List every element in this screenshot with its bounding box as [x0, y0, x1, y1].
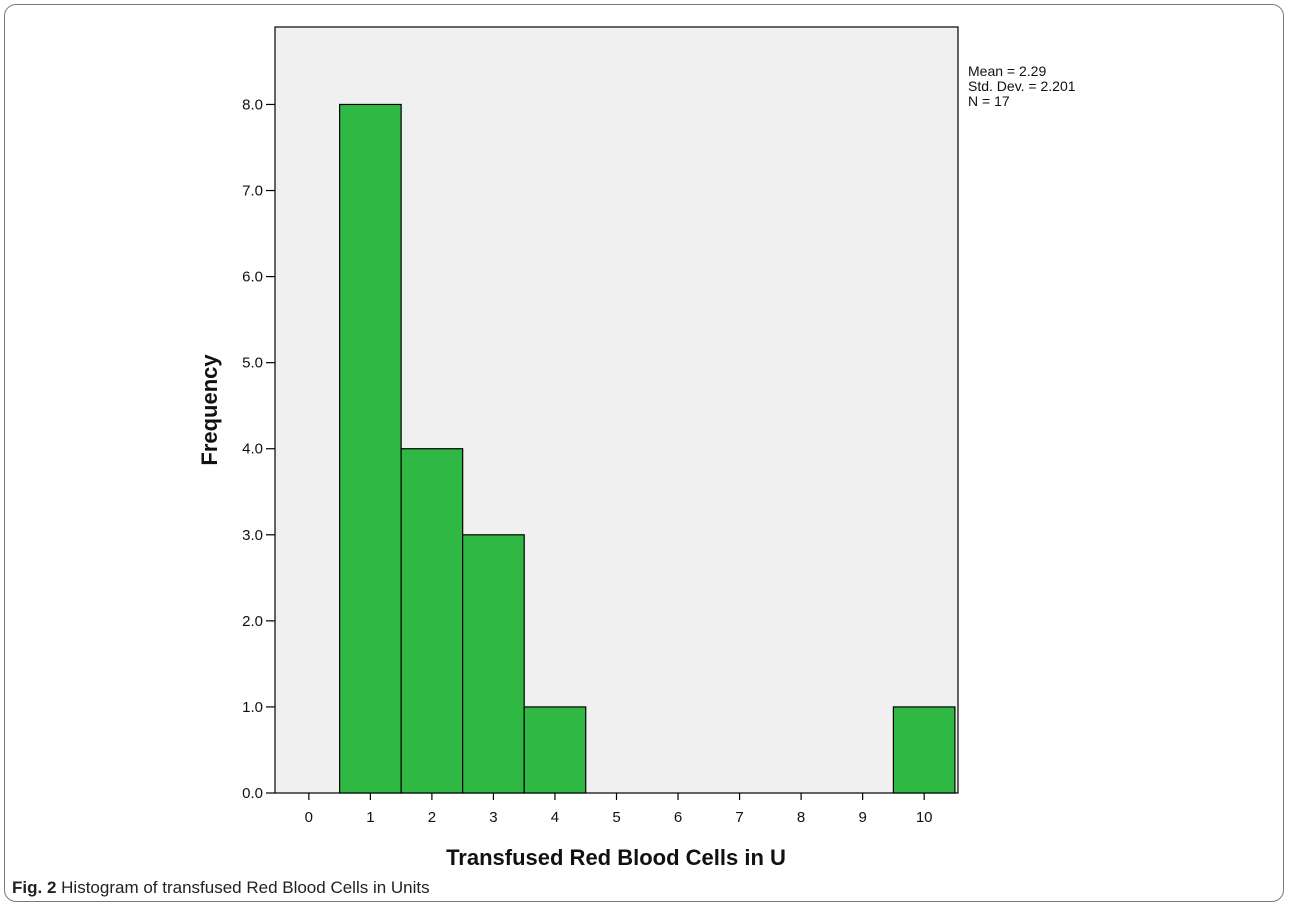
x-tick-label: 4	[551, 809, 559, 826]
x-tick-label: 9	[858, 809, 866, 826]
y-tick-label: 5.0	[242, 355, 263, 372]
x-tick-label: 8	[797, 809, 805, 826]
y-tick-label: 0.0	[242, 785, 263, 802]
y-tick-label: 7.0	[242, 183, 263, 200]
histogram-bar	[400, 448, 464, 794]
x-tick-label: 6	[674, 809, 682, 826]
x-tick-label: 2	[428, 809, 436, 826]
y-tick-label: 3.0	[242, 527, 263, 544]
x-axis-title: Transfused Red Blood Cells in U	[446, 845, 786, 870]
summary-stats: Mean = 2.29 Std. Dev. = 2.201 N = 17	[968, 64, 1076, 109]
x-axis: 0 1 2 3 4 5 6 7 8 9 10	[305, 793, 933, 826]
x-tick-label: 3	[489, 809, 497, 826]
y-axis-title: Frequency	[197, 354, 222, 466]
stat-std-dev: Std. Dev. = 2.201	[968, 78, 1076, 94]
x-tick-label: 1	[366, 809, 374, 826]
y-tick-label: 8.0	[242, 96, 263, 113]
figure-caption: Fig. 2 Histogram of transfused Red Blood…	[12, 878, 430, 898]
x-tick-label: 0	[305, 809, 313, 826]
bars-group	[339, 103, 956, 794]
caption-text: Histogram of transfused Red Blood Cells …	[61, 878, 430, 897]
histogram-bar	[523, 706, 587, 794]
histogram-bar	[339, 103, 402, 794]
y-axis: 0.0 1.0 2.0 3.0 4.0 5.0 6.0 7.0 8.0	[242, 96, 275, 802]
histogram-bar	[462, 534, 525, 794]
y-tick-label: 1.0	[242, 699, 263, 716]
stat-mean: Mean = 2.29	[968, 63, 1047, 79]
histogram-bar	[892, 706, 956, 794]
x-tick-label: 5	[612, 809, 620, 826]
x-tick-label: 10	[916, 809, 933, 826]
x-tick-label: 7	[735, 809, 743, 826]
caption-label: Fig. 2	[12, 878, 57, 897]
y-tick-label: 6.0	[242, 269, 263, 286]
stat-n: N = 17	[968, 93, 1010, 109]
y-tick-label: 2.0	[242, 613, 263, 630]
y-tick-label: 4.0	[242, 441, 263, 458]
